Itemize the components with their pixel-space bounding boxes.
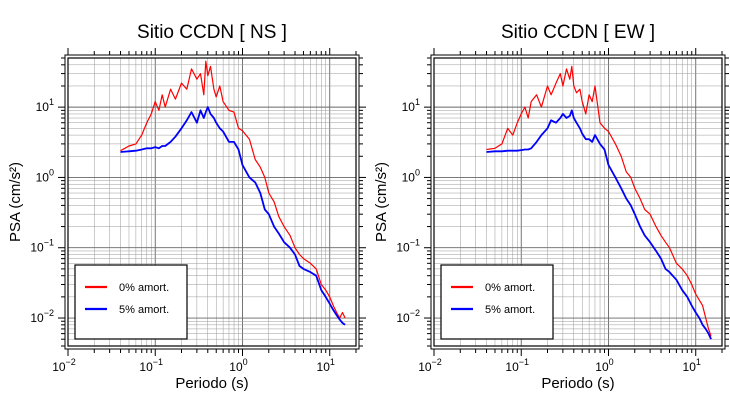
ew-chart-panel: Sitio CCDN [ EW ] 10−2 10−1 100 101 10−2 10−1 1… xyxy=(373,22,730,392)
y-tick-label: 10−1 xyxy=(396,238,420,255)
series-line-damped xyxy=(486,109,712,340)
x-tick-label: 10−2 xyxy=(418,357,442,374)
chart-title: Sitio CCDN [ EW ] xyxy=(501,22,655,43)
series-line-undamped xyxy=(486,65,712,337)
y-tick-label: 100 xyxy=(36,167,54,184)
plot-frame xyxy=(67,57,357,347)
legend-box xyxy=(74,264,188,340)
y-tick-label: 10−2 xyxy=(396,308,420,325)
x-tick-label: 10−1 xyxy=(505,357,529,374)
plot-frame xyxy=(433,57,723,347)
chart-title: Sitio CCDN [ NS ] xyxy=(137,22,287,43)
plot-frame-outer xyxy=(64,54,360,350)
y-axis-label: PSA (cm/s²) xyxy=(7,162,24,242)
x-tick-label: 100 xyxy=(595,357,613,374)
y-tick-label: 100 xyxy=(402,167,420,184)
x-tick-label: 101 xyxy=(317,357,335,374)
axis-ticks xyxy=(58,48,366,356)
series-line-damped xyxy=(120,106,346,326)
legend-label: 0% amort. xyxy=(485,282,535,294)
legend-label: 5% amort. xyxy=(485,304,535,316)
ns-chart-panel: Sitio CCDN [ NS ] 10−2 10−1 100 101 10−2 10−1 1… xyxy=(7,22,366,392)
axis-ticks xyxy=(424,48,730,356)
x-tick-label: 10−2 xyxy=(52,357,76,374)
series-line-undamped xyxy=(120,60,346,319)
legend: 0% amort. 5% amort. xyxy=(440,264,554,340)
x-tick-label: 10−1 xyxy=(139,357,163,374)
y-tick-label: 101 xyxy=(402,97,420,114)
x-tick-label: 100 xyxy=(229,357,247,374)
plot-frame-outer xyxy=(430,54,726,350)
x-axis-label: Periodo (s) xyxy=(541,375,614,392)
y-axis-label: PSA (cm/s²) xyxy=(373,162,390,242)
x-axis-label: Periodo (s) xyxy=(175,375,248,392)
x-tick-label: 101 xyxy=(683,357,701,374)
legend: 0% amort. 5% amort. xyxy=(74,264,188,340)
legend-label: 0% amort. xyxy=(119,282,169,294)
y-tick-label: 10−1 xyxy=(30,238,54,255)
y-tick-label: 10−2 xyxy=(30,308,54,325)
y-tick-label: 101 xyxy=(36,97,54,114)
legend-label: 5% amort. xyxy=(119,304,169,316)
legend-box xyxy=(440,264,554,340)
